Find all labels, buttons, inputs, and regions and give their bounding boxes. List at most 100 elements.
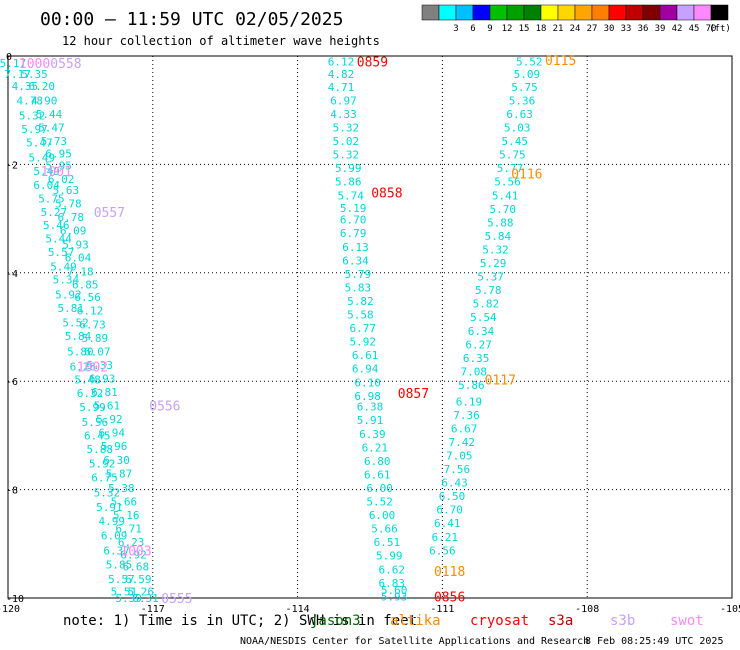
colorbar-label: 15 xyxy=(519,24,530,34)
pass-time-label: 1000 xyxy=(19,57,50,72)
wave-height-value: 6.95 xyxy=(45,148,72,161)
colorbar-label: 12 xyxy=(502,24,513,34)
colorbar-label: 24 xyxy=(570,24,581,34)
pass-time-label: 0556 xyxy=(149,400,180,415)
axis-ticks: -120 -117 -114 -111 -108 -105 0 -2 -4 -6 -8 -10 xyxy=(0,52,740,615)
pass-time-label: 0858 xyxy=(371,187,402,202)
wave-height-value: 4.33 xyxy=(330,108,357,121)
wave-height-value: 6.93 xyxy=(89,372,116,385)
wave-height-value: 5.86 xyxy=(335,176,362,189)
wave-height-value: 5.84 xyxy=(65,330,92,343)
y-tick-label: -6 xyxy=(6,377,18,388)
legend-altika: altika xyxy=(390,613,441,629)
pass-time-label: 1001 xyxy=(41,165,72,180)
wave-height-value: 5.56 xyxy=(494,176,521,189)
wave-height-value: 6.77 xyxy=(350,322,377,335)
colorbar-swatch xyxy=(557,4,576,21)
wave-height-value: 6.02 xyxy=(48,173,75,186)
wave-height-value: 6.80 xyxy=(364,455,391,468)
wave-height-value: 5.45 xyxy=(502,135,529,148)
wave-height-value: 5.92 xyxy=(89,458,116,471)
colorbar-label: 6 xyxy=(470,24,475,34)
wave-height-value: 5.51 xyxy=(111,585,138,598)
wave-height-value: 5.57 xyxy=(48,246,75,259)
wave-height-value: 5.99 xyxy=(376,550,403,563)
colorbar-unit: (ft) xyxy=(709,24,731,34)
pass-time-label: 0115 xyxy=(545,54,576,69)
colorbar-swatch xyxy=(455,4,474,21)
wave-height-value: 6.04 xyxy=(65,252,92,265)
chart-title: 00:00 – 11:59 UTC 02/05/2025 xyxy=(40,9,343,30)
wave-height-value: 6.21 xyxy=(362,441,389,454)
wave-height-value: 5.35 xyxy=(21,68,48,81)
pass-time-label: 0857 xyxy=(398,387,429,402)
colorbar-label: 70 xyxy=(706,24,717,34)
colorbar-label: 30 xyxy=(604,24,615,34)
wave-height-value: 6.35 xyxy=(463,352,490,365)
wave-height-value: 5.52 xyxy=(516,55,543,68)
wave-height-value: 5.58 xyxy=(347,309,374,322)
wave-height-value: 6.39 xyxy=(359,428,386,441)
colorbar: 3 6 9 12 15 18 21 24 27 30 33 36 39 42 45 70(ft) xyxy=(421,4,731,34)
wave-height-value: 5.03 xyxy=(504,122,531,135)
colorbar-label: 21 xyxy=(553,24,564,34)
wave-height-value: 6.73 xyxy=(79,318,106,331)
wave-height-value: 6.85 xyxy=(72,279,99,292)
plot-frame xyxy=(7,55,733,599)
pass-time-label: 0557 xyxy=(94,206,125,221)
wave-height-value: 6.41 xyxy=(434,517,461,530)
wave-height-value: 5.60 xyxy=(381,584,408,597)
wave-height-value: 5.54 xyxy=(470,311,497,324)
wave-height-value: 5.32 xyxy=(333,149,360,162)
wave-height-value: 5.95 xyxy=(45,159,72,172)
wave-height-value: 5.17 xyxy=(0,57,26,70)
wave-height-value: 6.98 xyxy=(354,390,381,403)
wave-height-value: 6.32 xyxy=(77,387,104,400)
colorbar-swatch xyxy=(489,4,508,21)
colorbar-label: 42 xyxy=(672,24,683,34)
wave-height-value: 5.02 xyxy=(333,135,360,148)
wave-height-value: 6.37 xyxy=(103,544,130,557)
wave-height-value: 5.32 xyxy=(19,110,46,123)
wave-height-value: 6.50 xyxy=(439,490,466,503)
wave-height-value: 5.85 xyxy=(106,558,133,571)
plot-area: -120 -117 -114 -111 -108 -105 0 -2 -4 -6 -8 -10 5.1… xyxy=(0,52,740,615)
wave-height-value: 5.29 xyxy=(480,257,507,270)
wave-height-value: 5.36 xyxy=(509,94,536,107)
wave-height-value: 6.00 xyxy=(369,509,396,522)
wave-height-value: 5.38 xyxy=(108,482,135,495)
wave-height-value: 5.99 xyxy=(79,401,106,414)
wave-height-value: 5.81 xyxy=(57,302,84,315)
pass-time-label: 1002 xyxy=(77,361,108,376)
wave-height-value: 5.96 xyxy=(101,440,128,453)
colorbar-swatch xyxy=(591,4,610,21)
wave-height-value: 5.47 xyxy=(38,122,65,135)
footer-timestamp: 8 Feb 08:25:49 UTC 2025 xyxy=(585,636,723,647)
wave-height-value: 6.09 xyxy=(60,225,87,238)
pass-time-label: 0859 xyxy=(357,55,388,70)
wave-height-value: 6.31 xyxy=(132,592,159,605)
wave-height-value: 5.63 xyxy=(53,184,80,197)
wave-height-value: 6.38 xyxy=(357,401,384,414)
colorbar-swatch xyxy=(523,4,542,21)
wave-height-value: 5.92 xyxy=(350,336,377,349)
wave-height-value: 6.43 xyxy=(441,477,468,490)
wave-height-value: 5.82 xyxy=(347,295,374,308)
wave-height-value: 6.34 xyxy=(468,325,495,338)
wave-height-value: 5.32 xyxy=(482,243,509,256)
wave-height-value: 5.66 xyxy=(111,496,138,509)
legend-s3b: s3b xyxy=(610,613,635,629)
colorbar-swatch xyxy=(608,4,627,21)
wave-height-value: 5.48 xyxy=(74,374,101,387)
wave-height-value: 6.51 xyxy=(374,536,401,549)
wave-height-value: 5.52 xyxy=(62,317,89,330)
wave-height-value: 5.33 xyxy=(86,359,113,372)
footer-credit: NOAA/NESDIS Center for Satellite Applica… xyxy=(240,636,589,647)
wave-height-value: 5.66 xyxy=(371,523,398,536)
wave-height-value: 5.75 xyxy=(38,193,65,206)
wave-height-value: 6.00 xyxy=(366,482,393,495)
x-tick-label: -120 xyxy=(0,604,20,615)
wave-height-value: 6.30 xyxy=(103,454,130,467)
wave-height-value: 5.52 xyxy=(366,496,393,509)
wave-height-value: 5.77 xyxy=(497,162,524,175)
